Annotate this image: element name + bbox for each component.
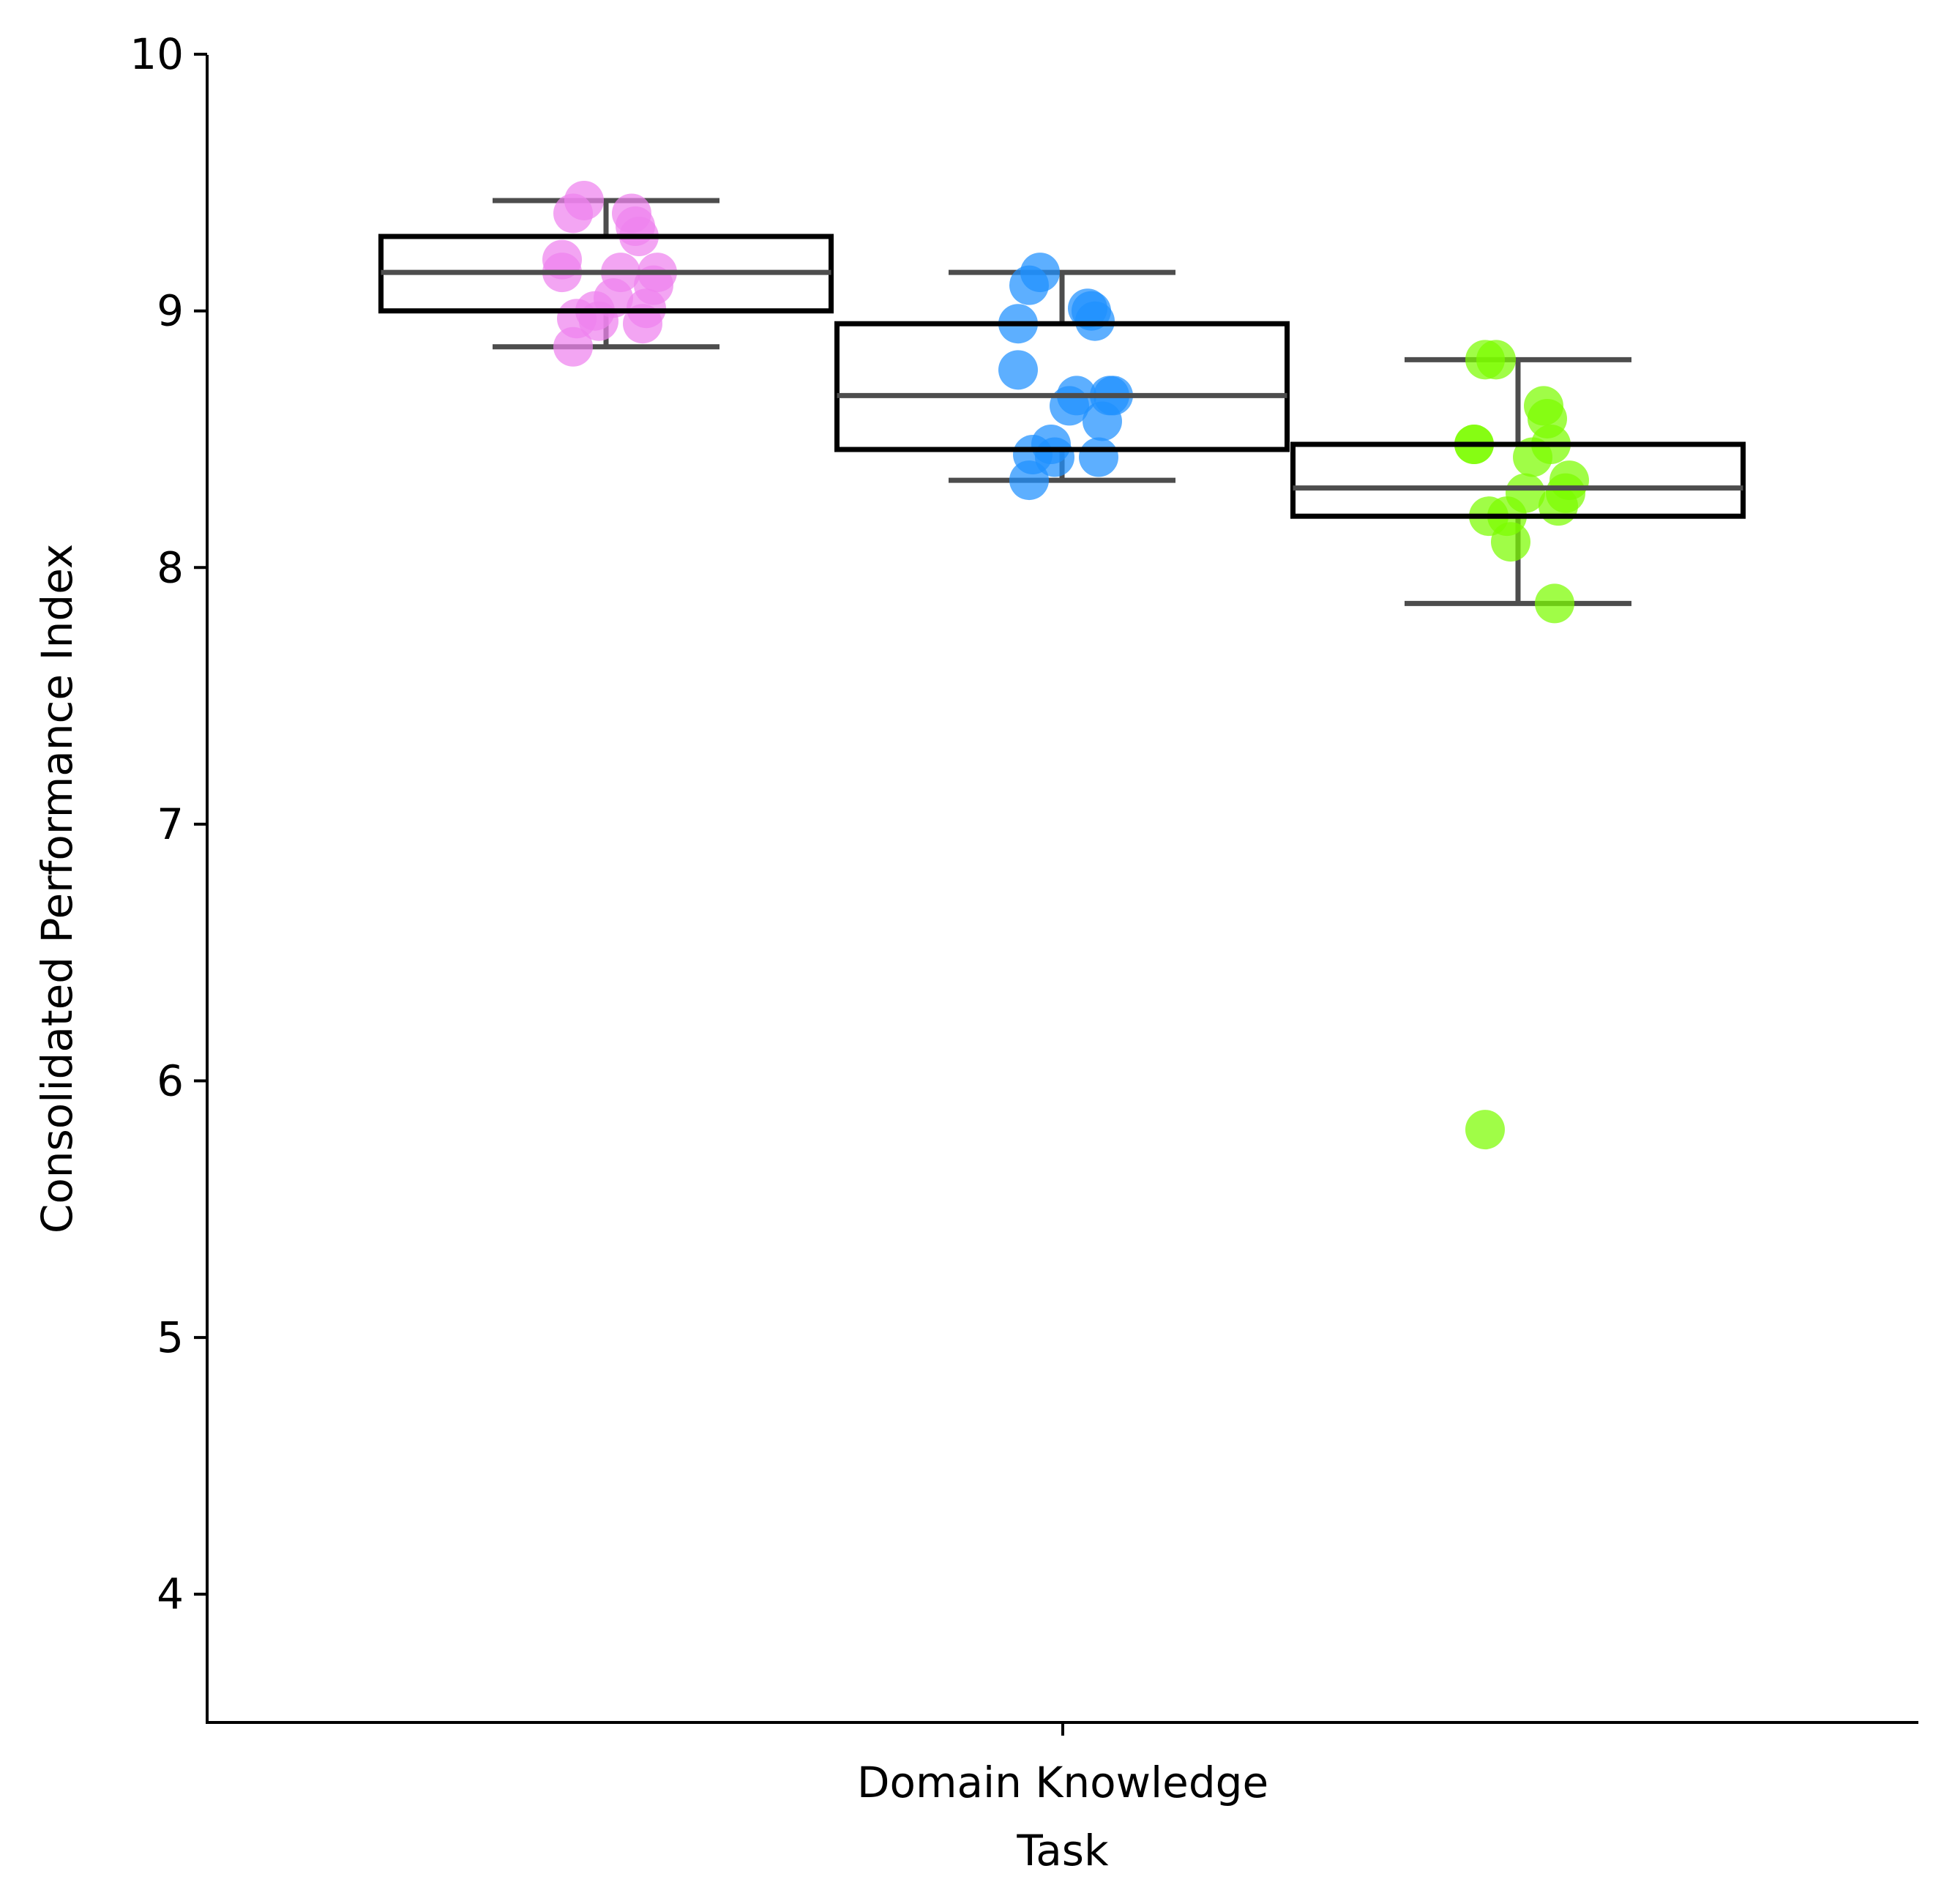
box-iqr (1290, 441, 1746, 519)
y-tick-label: 10 (130, 29, 184, 79)
data-point (553, 326, 593, 367)
data-point (623, 304, 662, 344)
y-tick-label: 4 (157, 1569, 184, 1619)
y-tick-label: 9 (157, 286, 184, 336)
data-point (1535, 583, 1574, 624)
data-point (1465, 340, 1505, 380)
x-axis-title: Task (1016, 1826, 1109, 1875)
box-group (834, 253, 1290, 501)
data-point (1009, 265, 1049, 305)
data-point (1083, 401, 1122, 441)
box-iqr (834, 321, 1290, 452)
y-tick-label: 6 (157, 1056, 184, 1106)
y-tick-label: 7 (157, 799, 184, 849)
data-point (1079, 437, 1118, 477)
data-point (1009, 460, 1049, 501)
data-point (998, 350, 1038, 390)
data-point (1491, 522, 1530, 562)
data-point (1513, 437, 1552, 477)
data-point (553, 193, 593, 234)
y-tick-label: 8 (157, 542, 184, 592)
y-tick-label: 5 (157, 1313, 184, 1362)
data-point (1465, 1110, 1505, 1150)
data-point (1075, 301, 1115, 341)
box-group (378, 180, 834, 367)
x-ticks: Domain Knowledge (857, 1722, 1268, 1807)
y-ticks: 4 5 6 7 8 9 10 (130, 29, 207, 1619)
x-tick-label: Domain Knowledge (857, 1758, 1268, 1807)
box-group (1290, 340, 1746, 1150)
plot-marks (378, 180, 1746, 1150)
data-point (1539, 486, 1578, 526)
y-axis-title: Consolidated Performance Index (32, 544, 82, 1233)
